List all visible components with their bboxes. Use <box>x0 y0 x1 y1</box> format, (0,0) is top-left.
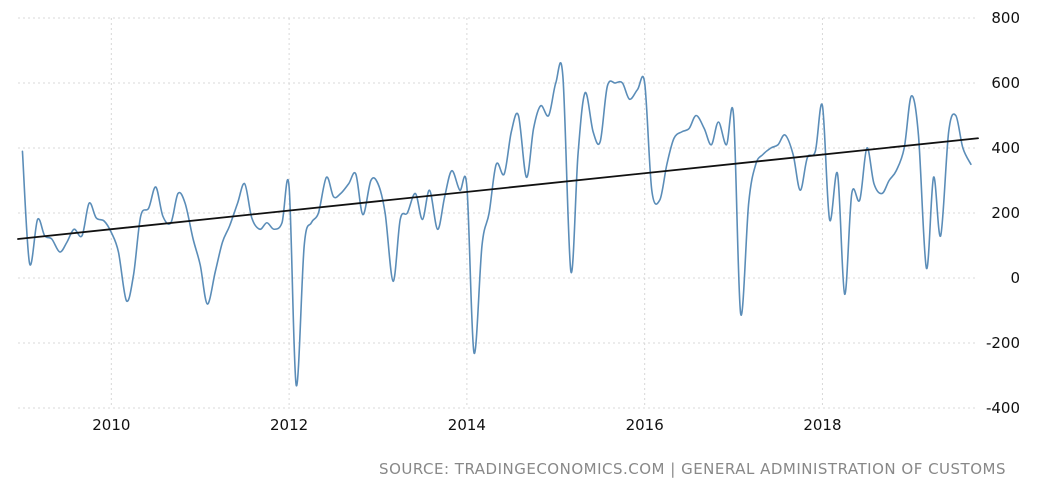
trend-line <box>17 137 979 240</box>
source-caption: SOURCE: TRADINGECONOMICS.COM | GENERAL A… <box>379 460 1006 478</box>
y-tick-label: 0 <box>1010 269 1020 287</box>
y-tick-label: 800 <box>991 9 1020 27</box>
series-layer <box>17 61 979 387</box>
x-tick-label: 2014 <box>448 416 486 434</box>
series-line-main <box>21 61 972 387</box>
y-tick-label: -400 <box>986 399 1020 417</box>
x-tick-label: 2012 <box>270 416 308 434</box>
y-tick-label: -200 <box>986 334 1020 352</box>
y-tick-label: 600 <box>991 74 1020 92</box>
y-tick-label: 400 <box>991 139 1020 157</box>
x-tick-label: 2010 <box>92 416 130 434</box>
x-tick-label: 2018 <box>803 416 841 434</box>
x-tick-label: 2016 <box>626 416 664 434</box>
y-tick-label: 200 <box>991 204 1020 222</box>
axis-layer: 800 600 400 200 0 -200 -400 2010 2012 2014 2016 201… <box>92 9 1020 434</box>
